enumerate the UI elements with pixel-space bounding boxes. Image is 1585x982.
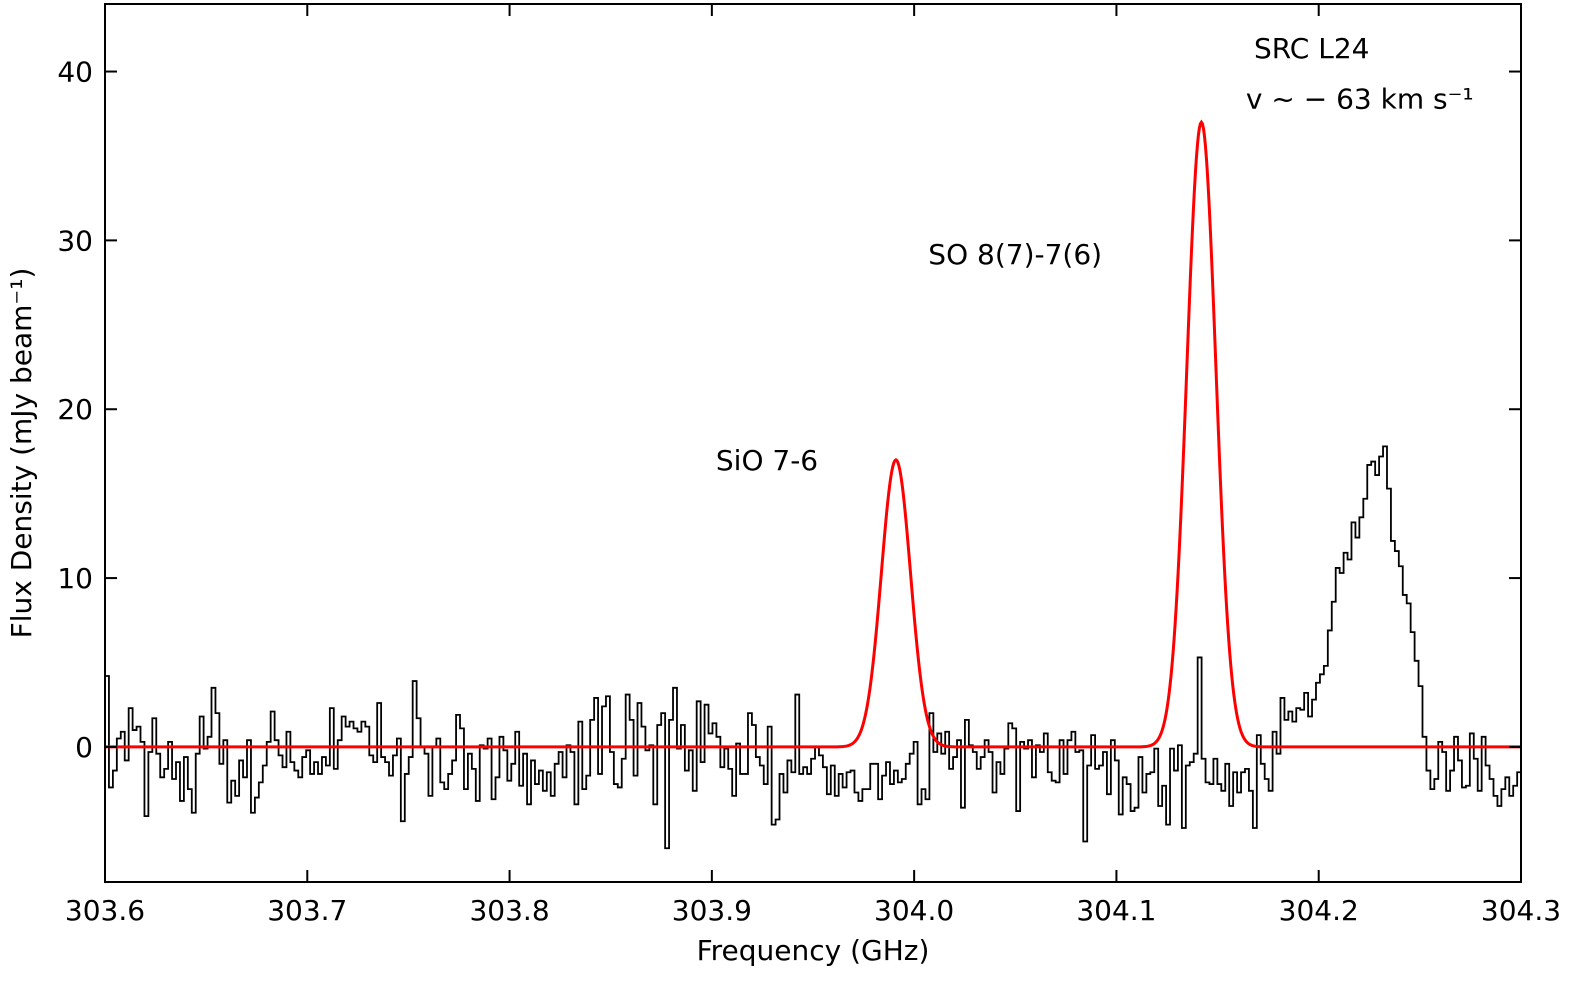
x-tick-label: 304.2: [1279, 894, 1359, 927]
annotation-label: v ~ − 63 km s⁻¹: [1246, 83, 1474, 116]
annotation-label: SiO 7-6: [716, 444, 818, 477]
gaussian-fit-line: [105, 119, 1521, 749]
x-tick-label: 304.3: [1481, 894, 1561, 927]
x-axis-label: Frequency (GHz): [697, 934, 930, 967]
y-tick-label: 20: [57, 393, 93, 426]
annotation-label: SO 8(7)-7(6): [928, 238, 1102, 271]
y-tick-label: 10: [57, 562, 93, 595]
annotations: SRC L24 v ~ − 63 km s⁻¹ SO 8(7)-7(6) SiO 7-…: [716, 32, 1474, 477]
spectrum-line: [105, 445, 1521, 850]
annotation-label: SRC L24: [1254, 32, 1370, 65]
y-tick-label: 0: [75, 731, 93, 764]
plot-frame: [104, 3, 1522, 883]
x-tick-label: 303.9: [672, 894, 752, 927]
y-tick-label: 40: [57, 56, 93, 89]
y-tick-label: 30: [57, 224, 93, 257]
y-axis: 0 10 20 30 40: [57, 56, 1521, 764]
x-tick-label: 303.7: [267, 894, 347, 927]
x-axis: 303.6 303.7 303.8 303.9 304.0 304.1 304.2 304.3: [65, 4, 1561, 927]
x-tick-label: 304.0: [874, 894, 954, 927]
y-axis-label: Flux Density (mJy beam⁻¹): [5, 268, 38, 639]
plot-content: [105, 119, 1521, 850]
x-tick-label: 303.8: [469, 894, 549, 927]
x-tick-label: 304.1: [1076, 894, 1156, 927]
x-tick-label: 303.6: [65, 894, 145, 927]
